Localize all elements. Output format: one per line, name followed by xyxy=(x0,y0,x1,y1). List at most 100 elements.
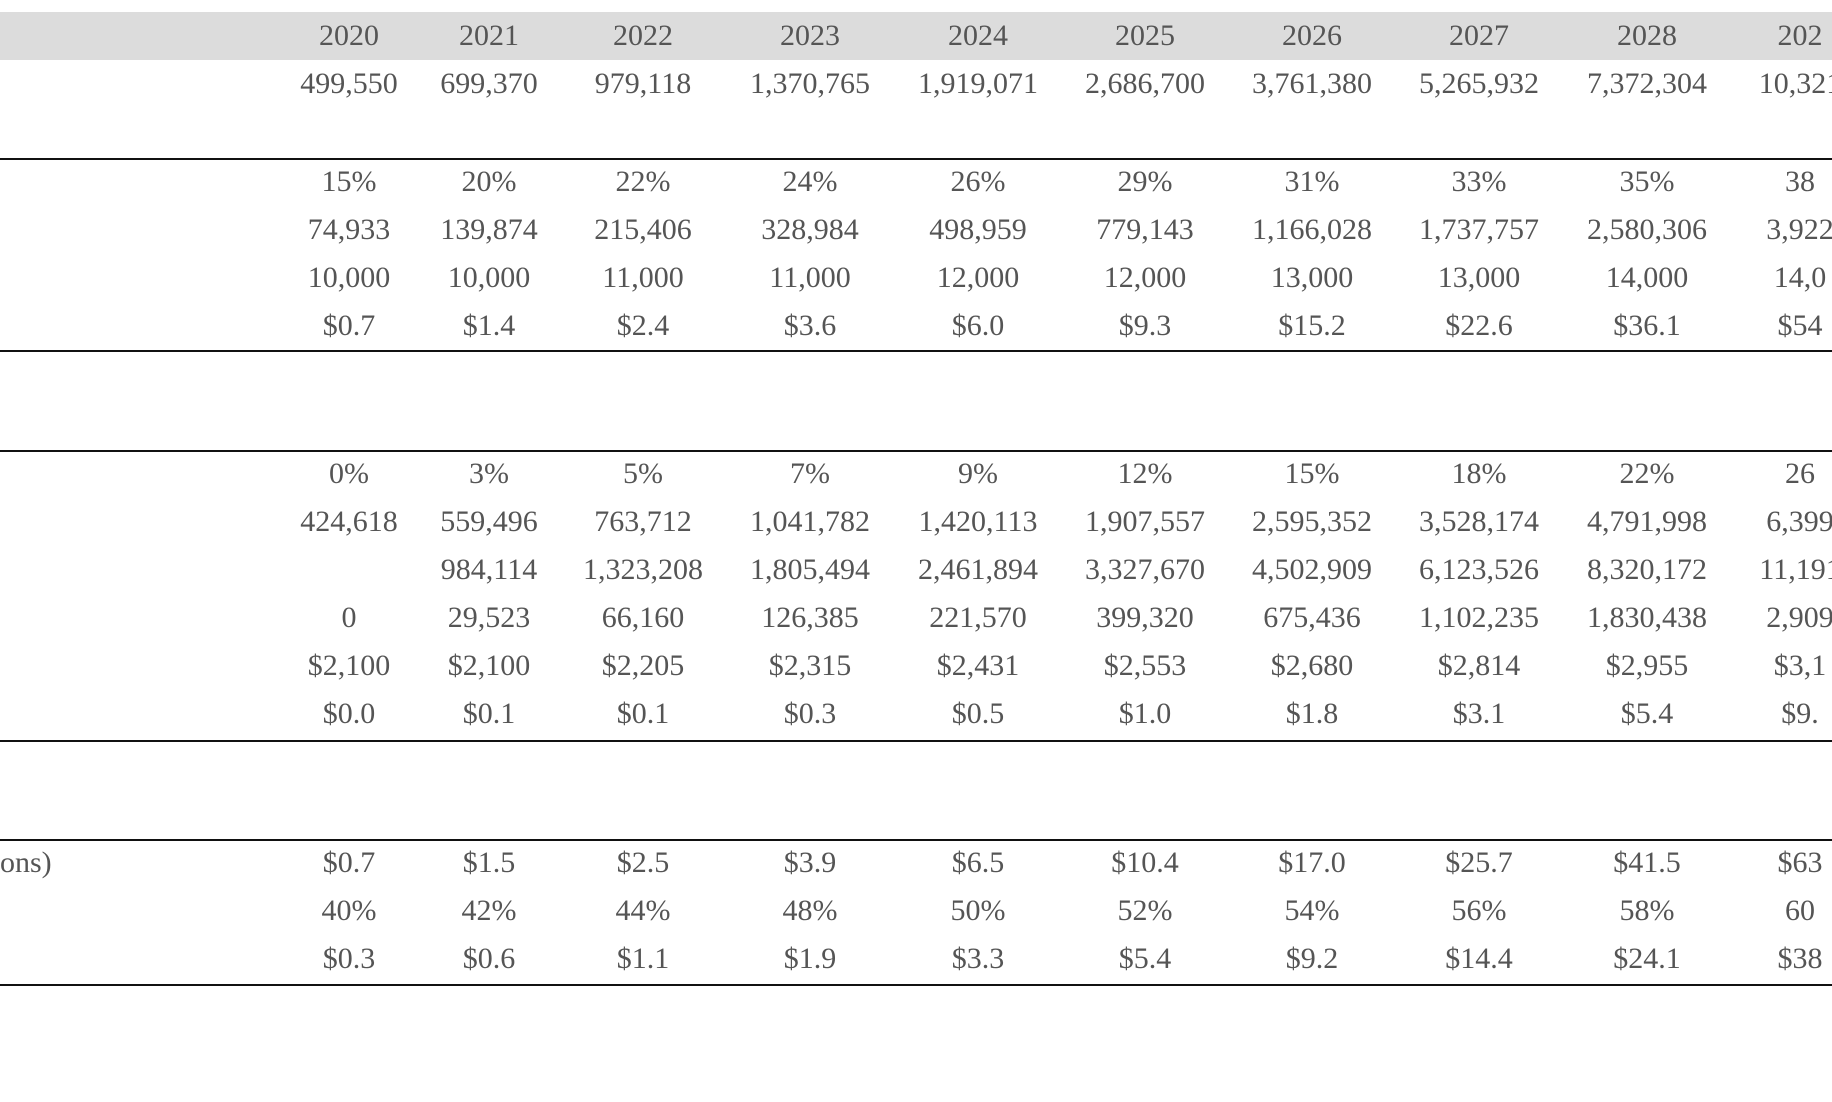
table-cell[interactable]: $2.5 xyxy=(616,846,670,879)
table-cell[interactable]: 54% xyxy=(1284,894,1340,927)
table-cell[interactable]: 559,496 xyxy=(440,505,538,538)
table-cell[interactable]: 13,000 xyxy=(1270,261,1354,294)
table-cell[interactable]: 14,0 xyxy=(1773,261,1827,294)
table-cell[interactable]: $0.3 xyxy=(322,942,376,975)
table-cell[interactable]: $36.1 xyxy=(1613,309,1681,342)
year-header-cell[interactable]: 2021 xyxy=(459,19,519,52)
table-cell[interactable]: 15% xyxy=(321,165,377,198)
table-cell[interactable]: 1,323,208 xyxy=(583,553,703,586)
table-cell[interactable]: 498,959 xyxy=(929,213,1027,246)
table-cell[interactable]: 6,123,526 xyxy=(1419,553,1539,586)
table-cell[interactable]: 5,265,932 xyxy=(1419,67,1539,100)
table-cell[interactable]: 15% xyxy=(1284,457,1340,490)
table-cell[interactable]: 31% xyxy=(1284,165,1340,198)
table-cell[interactable]: 74,933 xyxy=(307,213,391,246)
table-cell[interactable]: $5.4 xyxy=(1118,942,1172,975)
table-cell[interactable]: 29% xyxy=(1117,165,1173,198)
table-cell[interactable]: 0 xyxy=(341,601,357,634)
table-cell[interactable]: $2,315 xyxy=(768,649,852,682)
table-cell[interactable]: $3.9 xyxy=(783,846,837,879)
table-cell[interactable]: $2,431 xyxy=(936,649,1020,682)
table-cell[interactable]: 12,000 xyxy=(1103,261,1187,294)
table-cell[interactable]: $6.0 xyxy=(951,309,1005,342)
table-cell[interactable]: 12% xyxy=(1117,457,1173,490)
year-header-cell[interactable]: 2026 xyxy=(1282,19,1342,52)
table-cell[interactable]: $1.9 xyxy=(783,942,837,975)
table-cell[interactable]: $2.4 xyxy=(616,309,670,342)
table-cell[interactable]: $1.0 xyxy=(1118,697,1172,730)
table-cell[interactable]: $9.3 xyxy=(1118,309,1172,342)
table-cell[interactable]: $0.7 xyxy=(322,309,376,342)
table-cell[interactable]: 139,874 xyxy=(440,213,538,246)
table-cell[interactable]: 8,320,172 xyxy=(1587,553,1707,586)
table-cell[interactable]: $0.1 xyxy=(462,697,516,730)
table-cell[interactable]: 979,118 xyxy=(594,67,692,100)
table-cell[interactable]: $9. xyxy=(1781,697,1819,730)
table-cell[interactable]: 44% xyxy=(615,894,671,927)
table-cell[interactable]: 1,041,782 xyxy=(750,505,870,538)
table-cell[interactable]: $0.7 xyxy=(322,846,376,879)
table-cell[interactable]: 56% xyxy=(1451,894,1507,927)
table-cell[interactable]: 2,461,894 xyxy=(918,553,1038,586)
year-header-cell[interactable]: 2022 xyxy=(613,19,673,52)
table-cell[interactable]: $3.1 xyxy=(1452,697,1506,730)
table-cell[interactable]: 60 xyxy=(1785,894,1815,927)
table-cell[interactable]: $3.3 xyxy=(951,942,1005,975)
table-cell[interactable]: 328,984 xyxy=(761,213,859,246)
table-cell[interactable]: 10,000 xyxy=(307,261,391,294)
table-cell[interactable]: 3,528,174 xyxy=(1419,505,1539,538)
table-cell[interactable]: 24% xyxy=(782,165,838,198)
table-cell[interactable]: 4,791,998 xyxy=(1587,505,1707,538)
table-cell[interactable]: $17.0 xyxy=(1278,846,1346,879)
table-cell[interactable]: $0.5 xyxy=(951,697,1005,730)
table-cell[interactable]: $38 xyxy=(1777,942,1823,975)
table-cell[interactable]: 38 xyxy=(1785,165,1815,198)
table-cell[interactable]: 215,406 xyxy=(594,213,692,246)
table-cell[interactable]: 1,805,494 xyxy=(750,553,870,586)
table-cell[interactable]: $0.6 xyxy=(462,942,516,975)
table-cell[interactable]: $14.4 xyxy=(1445,942,1513,975)
table-cell[interactable]: $1.8 xyxy=(1285,697,1339,730)
table-cell[interactable]: $2,814 xyxy=(1437,649,1521,682)
table-cell[interactable]: 126,385 xyxy=(761,601,859,634)
year-header-cell[interactable]: 2025 xyxy=(1115,19,1175,52)
table-cell[interactable]: $1.4 xyxy=(462,309,516,342)
table-cell[interactable]: 3% xyxy=(469,457,509,490)
table-cell[interactable]: 14,000 xyxy=(1605,261,1689,294)
year-header-cell[interactable]: 202 xyxy=(1777,19,1823,52)
table-cell[interactable]: 66,160 xyxy=(601,601,685,634)
table-cell[interactable]: $63 xyxy=(1777,846,1823,879)
table-cell[interactable]: $10.4 xyxy=(1111,846,1179,879)
table-cell[interactable]: $2,553 xyxy=(1103,649,1187,682)
year-header-cell[interactable]: 2024 xyxy=(948,19,1008,52)
table-cell[interactable]: $41.5 xyxy=(1613,846,1681,879)
table-cell[interactable]: 7,372,304 xyxy=(1587,67,1707,100)
table-cell[interactable]: $2,100 xyxy=(307,649,391,682)
table-cell[interactable]: $2,955 xyxy=(1605,649,1689,682)
table-cell[interactable]: 2,909 xyxy=(1766,601,1832,634)
table-cell[interactable]: $6.5 xyxy=(951,846,1005,879)
table-cell[interactable]: 1,166,028 xyxy=(1252,213,1372,246)
table-cell[interactable]: 18% xyxy=(1451,457,1507,490)
table-cell[interactable]: $24.1 xyxy=(1613,942,1681,975)
table-cell[interactable]: $1.1 xyxy=(616,942,670,975)
table-cell[interactable]: 40% xyxy=(321,894,377,927)
table-cell[interactable]: $3,1 xyxy=(1773,649,1827,682)
table-cell[interactable]: 11,000 xyxy=(602,261,684,294)
table-cell[interactable]: 779,143 xyxy=(1096,213,1194,246)
table-cell[interactable]: 11,000 xyxy=(769,261,851,294)
table-cell[interactable]: $5.4 xyxy=(1620,697,1674,730)
table-cell[interactable]: 10,321 xyxy=(1758,67,1832,100)
table-cell[interactable]: $3.6 xyxy=(783,309,837,342)
table-cell[interactable]: 3,761,380 xyxy=(1252,67,1372,100)
table-cell[interactable]: $0.0 xyxy=(322,697,376,730)
year-header-cell[interactable]: 2028 xyxy=(1617,19,1677,52)
table-cell[interactable]: 33% xyxy=(1451,165,1507,198)
table-cell[interactable]: $1.5 xyxy=(462,846,516,879)
year-header-cell[interactable]: 2027 xyxy=(1449,19,1509,52)
table-cell[interactable]: 58% xyxy=(1619,894,1675,927)
table-cell[interactable]: 763,712 xyxy=(594,505,692,538)
table-cell[interactable]: 48% xyxy=(782,894,838,927)
table-cell[interactable]: 3,922 xyxy=(1766,213,1832,246)
table-cell[interactable]: 20% xyxy=(461,165,517,198)
